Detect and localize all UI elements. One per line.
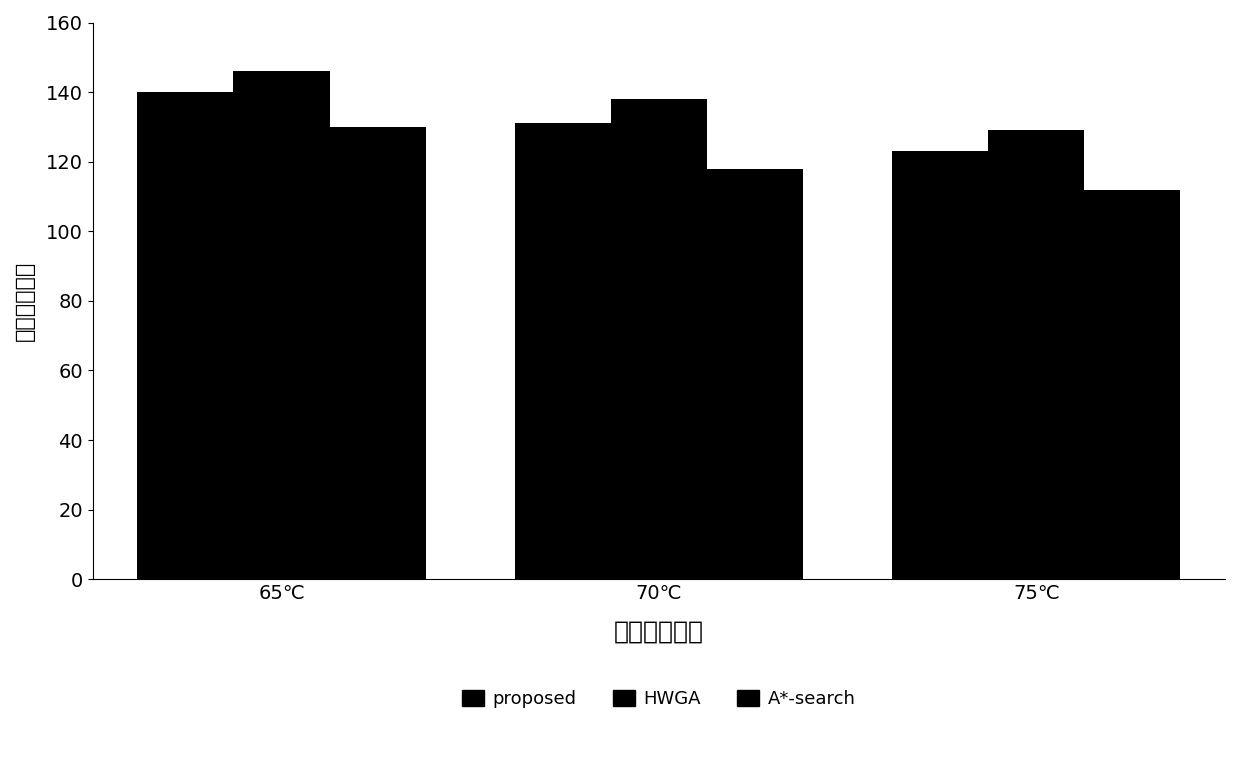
Y-axis label: 平均能量消耗: 平均能量消耗 — [15, 261, 35, 341]
Bar — [707, 169, 804, 579]
X-axis label: 最高温度约束: 最高温度约束 — [614, 620, 704, 644]
Bar — [233, 71, 330, 579]
Bar — [138, 92, 233, 579]
Bar — [611, 99, 707, 579]
Bar — [330, 127, 425, 579]
Bar — [515, 123, 611, 579]
Bar — [893, 151, 988, 579]
Legend: proposed, HWGA, A*-search: proposed, HWGA, A*-search — [455, 683, 863, 716]
Bar — [988, 130, 1084, 579]
Bar — [1084, 189, 1180, 579]
